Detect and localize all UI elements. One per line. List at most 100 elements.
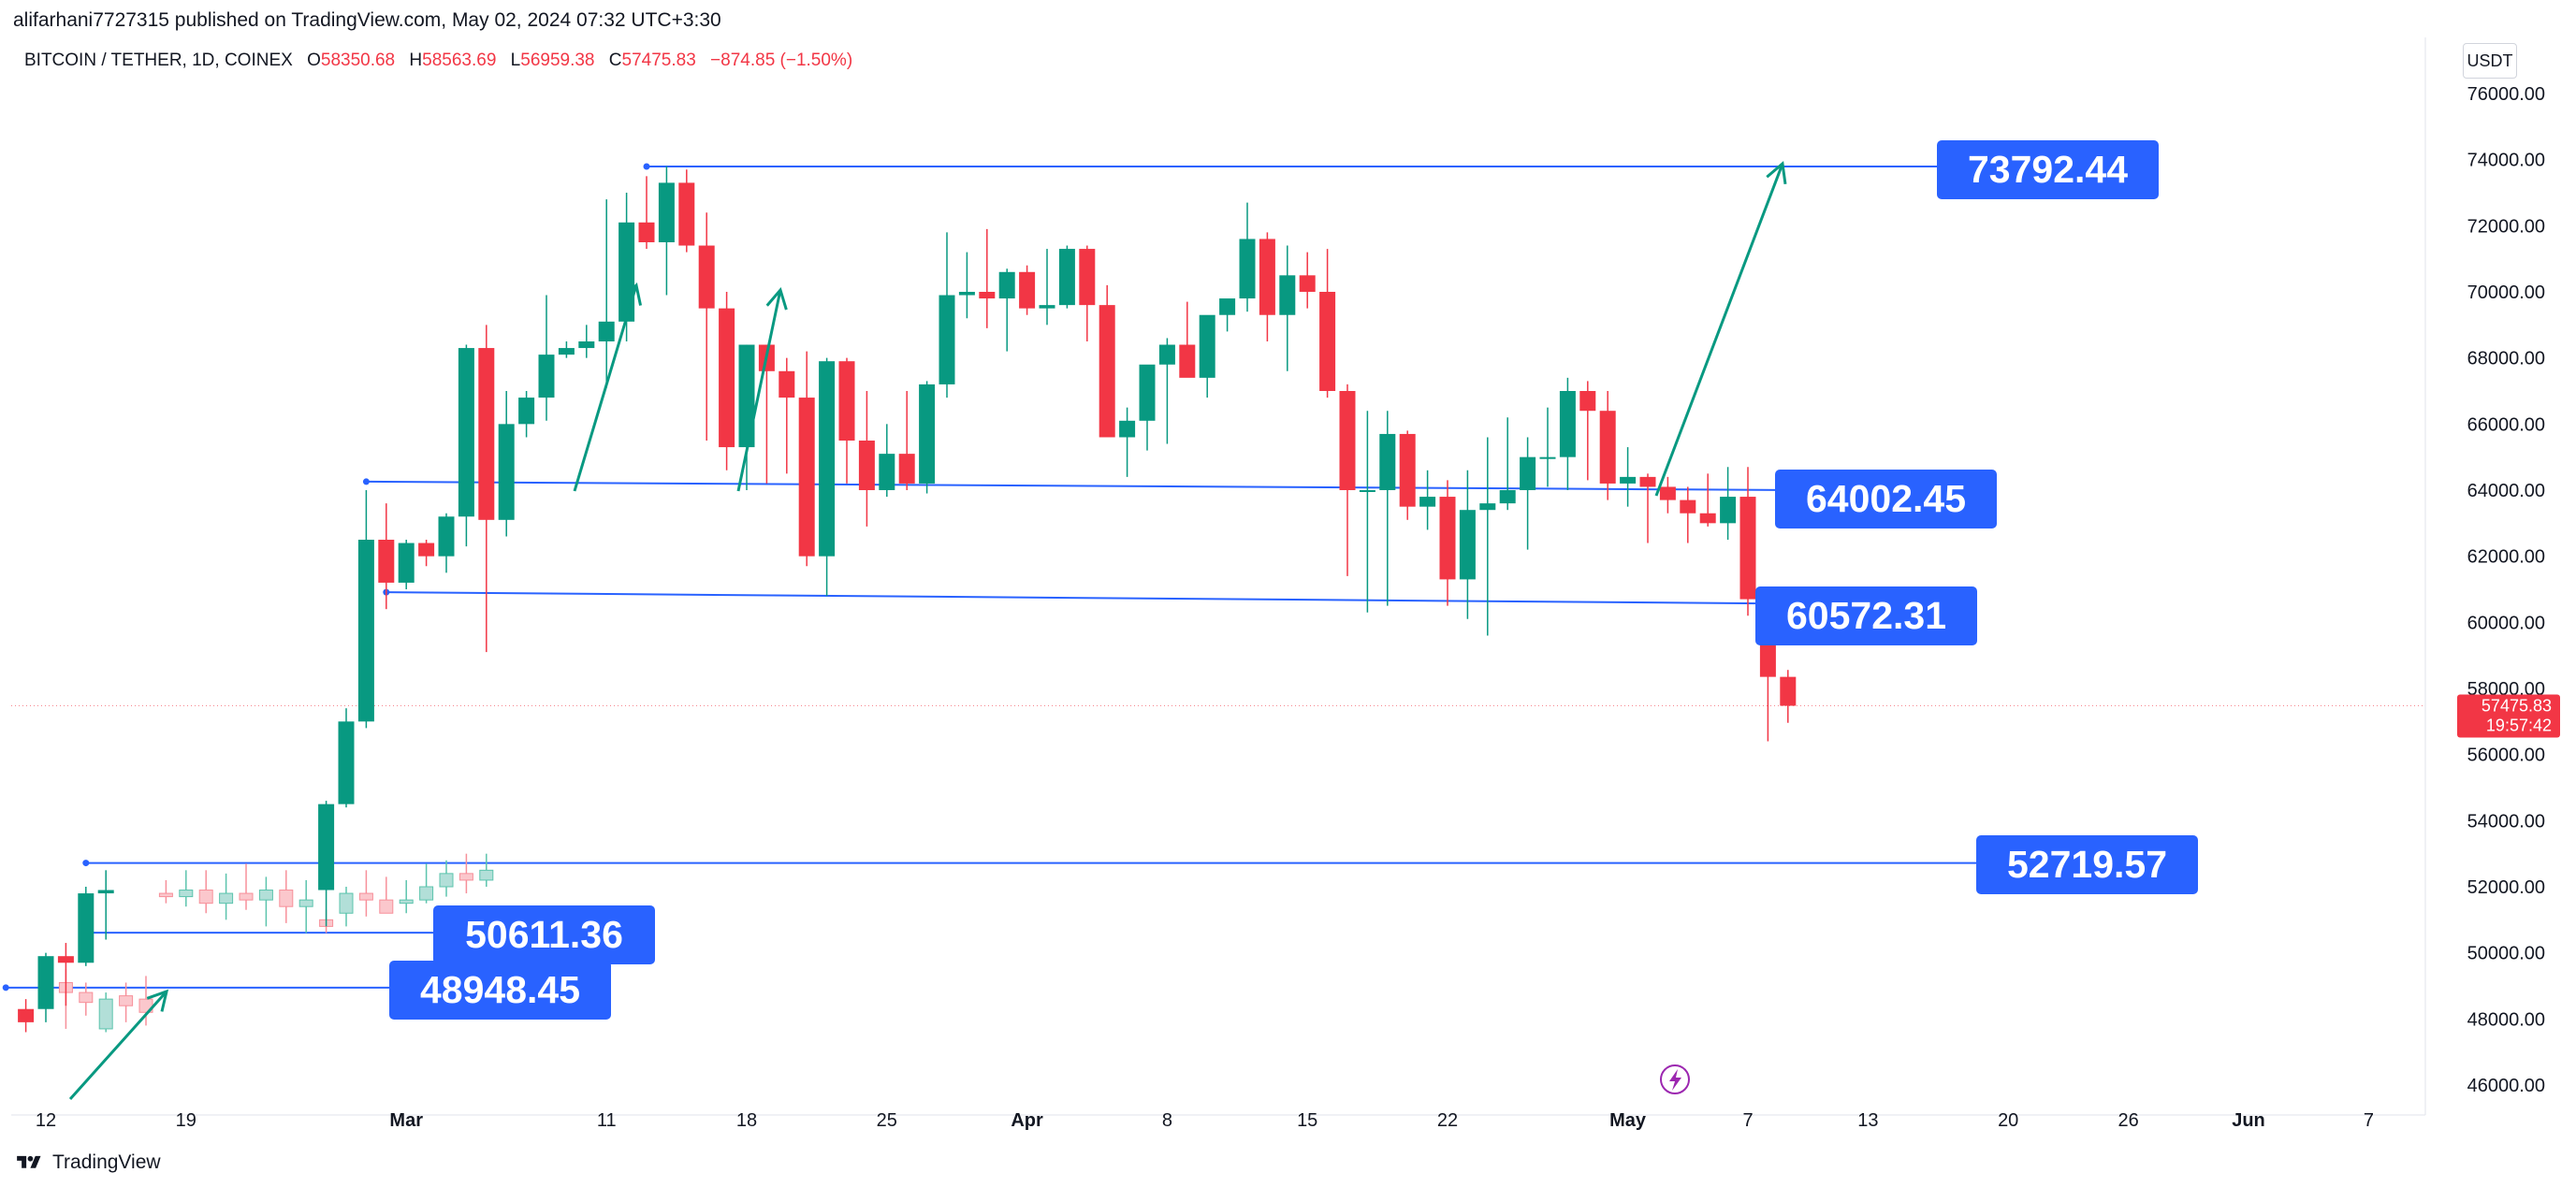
trend-arrow-icon xyxy=(736,286,788,492)
candle-body xyxy=(1479,503,1496,511)
arrow-head xyxy=(146,989,169,1012)
candle xyxy=(1279,245,1296,371)
idea-body xyxy=(179,890,194,898)
candle xyxy=(979,228,996,328)
idea-body xyxy=(358,892,373,901)
y-tick-label: 58000.00 xyxy=(2467,679,2545,700)
candle-body xyxy=(357,540,374,722)
candle-body xyxy=(458,348,474,517)
level-label-box xyxy=(1937,140,2159,199)
candle-body xyxy=(798,398,815,557)
x-tick-label: 15 xyxy=(1297,1110,1317,1131)
candle xyxy=(798,351,815,567)
candle-body xyxy=(898,454,915,484)
y-tick-label: 68000.00 xyxy=(2467,349,2545,369)
candle-body xyxy=(398,543,415,583)
open-key: O xyxy=(307,51,321,70)
candle xyxy=(518,391,535,438)
candle-body xyxy=(1579,391,1596,412)
y-tick-label: 50000.00 xyxy=(2467,944,2545,964)
candle xyxy=(858,391,875,527)
candle-body xyxy=(879,454,895,490)
candle xyxy=(558,341,575,358)
candle xyxy=(1479,437,1496,636)
idea-body xyxy=(379,899,394,914)
candle xyxy=(37,952,54,1022)
candle-body xyxy=(338,721,355,804)
idea-body xyxy=(198,890,213,905)
candle xyxy=(1659,476,1676,514)
candle xyxy=(1539,407,1556,487)
idea-body xyxy=(479,869,494,881)
x-tick-label: Mar xyxy=(389,1110,423,1131)
candle-body xyxy=(1179,344,1196,378)
candle xyxy=(1019,265,1036,315)
idea-candle xyxy=(439,860,454,897)
open-value: 58350.68 xyxy=(320,51,396,70)
y-tick-label: 56000.00 xyxy=(2467,745,2545,766)
candle-body xyxy=(1199,314,1215,378)
candle xyxy=(538,295,555,421)
candle-body xyxy=(1780,676,1797,706)
arrow-shaft xyxy=(68,990,168,1101)
candle xyxy=(318,801,335,927)
level-price-label: 60572.31 xyxy=(1755,586,1977,645)
candle-body xyxy=(738,344,755,448)
idea-candle xyxy=(479,853,494,887)
x-tick-label: 22 xyxy=(1437,1110,1458,1131)
candle xyxy=(898,391,915,490)
idea-body xyxy=(158,892,173,898)
idea-candle xyxy=(198,870,213,914)
level-price-label: 73792.44 xyxy=(1937,140,2159,199)
candle-body xyxy=(378,540,395,583)
candle-body xyxy=(1119,420,1136,438)
event-lightning-icon[interactable] xyxy=(1660,1064,1690,1094)
y-tick-label: 54000.00 xyxy=(2467,811,2545,832)
candle xyxy=(1680,486,1696,543)
idea-candle xyxy=(379,876,394,914)
candle xyxy=(1219,298,1236,332)
level-price-label: 64002.45 xyxy=(1775,470,1997,528)
idea-candle xyxy=(339,887,354,927)
candle xyxy=(958,252,975,319)
lightning-glyph xyxy=(1669,1069,1681,1091)
candle-body xyxy=(558,348,575,355)
candle xyxy=(1419,470,1436,530)
candle-body xyxy=(1379,433,1396,490)
last-price-badge xyxy=(2457,694,2560,738)
high-value: 58563.69 xyxy=(422,51,497,70)
candle xyxy=(1319,249,1336,398)
candle xyxy=(1139,364,1156,451)
candle-body xyxy=(1439,497,1456,580)
y-tick-label: 74000.00 xyxy=(2467,151,2545,171)
candle-body xyxy=(1139,364,1156,421)
candle xyxy=(698,212,715,441)
candle-body xyxy=(57,956,74,963)
candle xyxy=(598,199,615,388)
level-anchor-dot xyxy=(643,163,650,170)
candle xyxy=(1359,411,1375,613)
x-tick-label: 26 xyxy=(2118,1110,2138,1131)
candle-body xyxy=(1639,476,1656,487)
candle xyxy=(1379,411,1396,606)
candle xyxy=(738,344,755,490)
candle-body xyxy=(318,803,335,890)
idea-body xyxy=(219,892,234,905)
currency-button[interactable]: USDT xyxy=(2463,43,2517,79)
candle-body xyxy=(1099,305,1115,438)
candle-body xyxy=(698,245,715,309)
idea-candle xyxy=(219,873,234,920)
idea-candle xyxy=(298,879,313,934)
idea-candle xyxy=(239,863,254,910)
candle xyxy=(1720,467,1737,540)
candle xyxy=(1399,430,1416,520)
candle-body xyxy=(97,890,114,894)
y-tick-label: 46000.00 xyxy=(2467,1076,2545,1096)
candle-body xyxy=(1259,239,1275,315)
y-tick-label: 76000.00 xyxy=(2467,84,2545,105)
trend-arrow-icon xyxy=(68,989,169,1101)
idea-candle xyxy=(258,876,273,927)
candle xyxy=(658,166,675,296)
level-label-text: 64002.45 xyxy=(1806,477,1966,520)
